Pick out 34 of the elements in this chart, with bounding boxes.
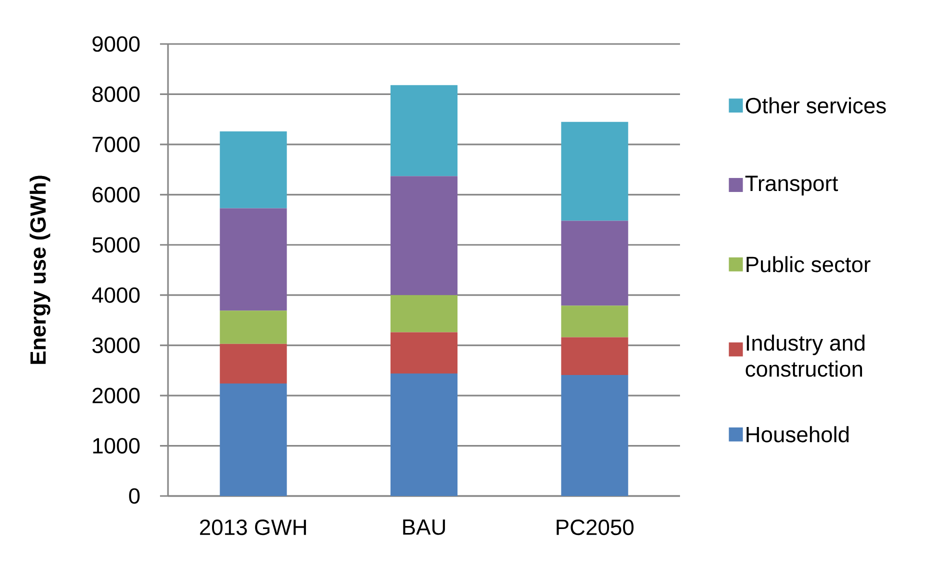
y-axis-title: Energy use (GWh) <box>30 176 50 364</box>
bar <box>561 122 628 221</box>
y-tick-label: 3000 <box>92 338 140 354</box>
legend-label: Public sector <box>746 256 870 272</box>
x-tick-label: 2013 GWH <box>200 520 306 536</box>
bar <box>390 332 458 374</box>
bar <box>390 85 458 176</box>
x-tick-label: PC2050 <box>556 520 634 536</box>
y-tick-label: 5000 <box>92 237 140 253</box>
y-tick-label: 2000 <box>92 388 140 404</box>
bar <box>561 220 628 306</box>
bar <box>561 374 628 496</box>
bar <box>220 131 287 208</box>
legend-label: Transport <box>745 176 838 196</box>
bar <box>220 384 287 496</box>
bar <box>390 295 458 332</box>
bar <box>220 344 287 384</box>
y-tick-label: 0 <box>129 488 140 504</box>
legend-label: Other services <box>746 97 886 114</box>
legend-label: Industry and construction <box>746 334 864 377</box>
y-tick-label: 1000 <box>93 438 140 454</box>
y-tick-label: 7000 <box>92 136 140 152</box>
bar <box>220 310 287 344</box>
bar <box>561 337 628 375</box>
bar <box>561 306 628 338</box>
legend-label: Household <box>746 426 849 442</box>
bar <box>390 176 458 296</box>
y-tick-label: 9000 <box>92 36 140 52</box>
y-tick-label: 8000 <box>92 86 140 102</box>
y-tick-label: 4000 <box>92 287 140 303</box>
bar <box>390 373 458 496</box>
y-tick-label: 6000 <box>92 186 140 202</box>
x-tick-label: BAU <box>403 520 445 535</box>
bar <box>220 208 287 311</box>
